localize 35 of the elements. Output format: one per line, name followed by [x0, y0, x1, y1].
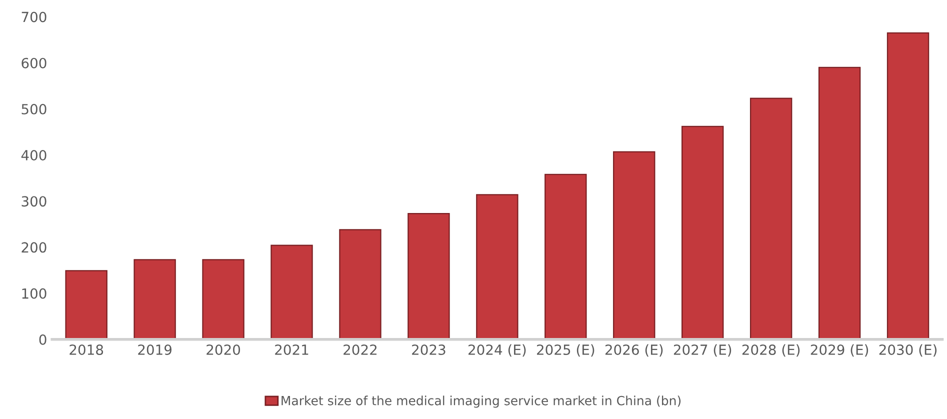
y-tick-label: 200: [22, 242, 46, 253]
y-tick-label: 500: [22, 104, 46, 114]
y-tick-label: 100: [22, 288, 46, 299]
bar: [270, 244, 313, 340]
x-tick-label: 2018: [70, 344, 104, 355]
x-tick-label: 2019: [138, 344, 172, 355]
bar: [408, 213, 450, 340]
x-tick-label: 2021: [275, 344, 308, 355]
y-tick-label: 300: [22, 196, 46, 207]
y-tick-label: 700: [22, 12, 46, 22]
x-tick-label: 2022: [344, 344, 377, 355]
x-tick-label: 2029 (E): [810, 344, 868, 357]
bar: [750, 98, 792, 340]
bar: [613, 151, 656, 340]
x-tick-label: 2024 (E): [468, 344, 526, 357]
bar: [476, 194, 518, 340]
x-tick-label: 2023: [412, 344, 446, 355]
x-tick-label: 2030 (E): [879, 344, 937, 357]
x-tick-label: 2020: [206, 344, 240, 355]
bar: [134, 259, 176, 340]
x-tick-label: 2025 (E): [536, 344, 594, 357]
y-tick-label: 0: [39, 334, 46, 345]
bar: [818, 66, 861, 340]
bar: [65, 270, 108, 340]
y-tick-label: 400: [21, 150, 46, 161]
legend-label: Market size of the medical imaging service market in China (bn): [282, 396, 681, 408]
bar: [682, 126, 724, 340]
bar: [202, 259, 244, 340]
x-tick-label: 2028 (E): [742, 344, 800, 357]
y-tick-label: 600: [22, 58, 46, 68]
x-tick-label: 2026 (E): [605, 344, 663, 357]
bar: [339, 229, 382, 340]
x-tick-label: 2027 (E): [674, 344, 732, 357]
bar: [886, 32, 930, 340]
bar: [544, 174, 587, 340]
